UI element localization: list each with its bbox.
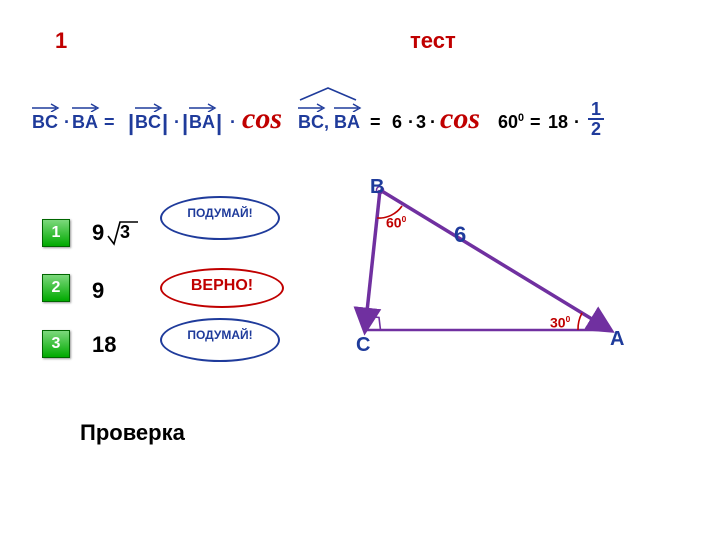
f-bar4: | xyxy=(216,110,222,136)
problem-number: 1 xyxy=(55,28,67,54)
vertex-C: C xyxy=(356,334,370,357)
f-eq1: = xyxy=(104,112,115,133)
f-ba: BA xyxy=(72,112,98,133)
feedback-1: ПОДУМАЙ! xyxy=(160,196,280,240)
answer-btn-1[interactable]: 1 xyxy=(42,219,70,247)
answer-2-value: 9 xyxy=(92,278,104,304)
f-dot2: · xyxy=(174,112,180,133)
f-comma: , xyxy=(324,112,329,133)
f-angba: BA xyxy=(334,112,360,133)
answer-3-value: 18 xyxy=(92,332,116,358)
f-bar3: | xyxy=(182,110,188,136)
f-absba: BA xyxy=(189,112,215,133)
angle-60: 600 xyxy=(386,214,406,231)
feedback-3: ПОДУМАЙ! xyxy=(160,318,280,362)
f-dot5: · xyxy=(430,112,436,133)
f-angbc: BC xyxy=(298,112,324,133)
feedback-2: ВЕРНО! xyxy=(160,268,284,308)
side-6: 6 xyxy=(454,222,466,248)
answer-1-value: 9 xyxy=(92,220,104,246)
vertex-A: A xyxy=(610,328,624,351)
f-6: 6 xyxy=(392,112,402,133)
f-bc: BC xyxy=(32,112,58,133)
f-dot4: · xyxy=(408,112,414,133)
answer-btn-3[interactable]: 3 xyxy=(42,330,70,358)
f-bar1: | xyxy=(128,110,134,136)
f-3: 3 xyxy=(416,112,426,133)
answer-btn-2[interactable]: 2 xyxy=(42,274,70,302)
angle-30: 300 xyxy=(550,314,570,331)
triangle-diagram xyxy=(340,178,640,368)
page-title: тест xyxy=(410,28,456,54)
f-dot3: · xyxy=(230,112,236,133)
f-frac: 12 xyxy=(588,100,604,138)
f-dot6: · xyxy=(574,112,580,133)
f-cos1: cos xyxy=(242,102,282,136)
f-60: 600 xyxy=(498,112,524,133)
check-label[interactable]: Проверка xyxy=(80,420,185,446)
f-eq3: = xyxy=(530,112,541,133)
f-dot1: · xyxy=(64,112,70,133)
vertex-B: B xyxy=(370,176,384,199)
f-eq2: = xyxy=(370,112,381,133)
answer-1-sqrt: 3 xyxy=(120,222,130,243)
f-absbc: BC xyxy=(135,112,161,133)
f-18: 18 xyxy=(548,112,568,133)
f-cos2: cos xyxy=(440,102,480,136)
f-bar2: | xyxy=(162,110,168,136)
